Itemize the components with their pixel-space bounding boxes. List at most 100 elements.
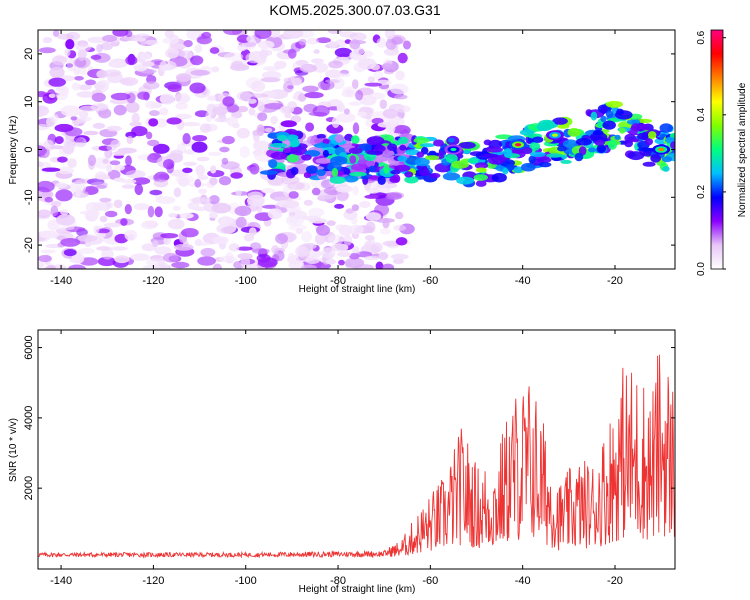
spectrogram-cell <box>352 185 359 196</box>
spectrogram-cell <box>159 93 175 105</box>
spectrogram-cell <box>375 261 384 269</box>
spectrogram-cell <box>357 111 367 117</box>
spectrogram-cell <box>368 175 381 180</box>
spectrogram-cell <box>152 174 161 182</box>
spectrogram-cell <box>277 134 288 142</box>
spectrogram-cell <box>308 218 327 224</box>
spectrogram-cell <box>158 173 170 181</box>
spectrogram-cell <box>288 191 299 199</box>
spectrogram-cell <box>49 66 65 79</box>
spectrogram-cell <box>650 153 661 163</box>
spectrogram-cell <box>125 170 146 179</box>
spectrogram-cell <box>163 252 179 263</box>
x-tick-label: -80 <box>330 275 346 287</box>
spectrogram-cell <box>198 188 208 195</box>
spectrogram-cell <box>60 209 69 216</box>
spectrogram-cell <box>442 172 461 181</box>
spectrogram-cell <box>101 248 114 260</box>
spectrogram-cell <box>51 55 68 66</box>
spectrogram-cell <box>93 225 100 233</box>
spectrogram-cell <box>175 113 192 120</box>
spectrogram-cell <box>274 60 287 69</box>
spectrogram-cell <box>48 93 56 99</box>
spectrogram-cell <box>474 162 489 169</box>
spectrogram-cell <box>253 140 270 151</box>
y-tick-label: 4000 <box>23 406 35 430</box>
spectrogram-cell <box>283 30 304 39</box>
spectrogram-cell <box>230 172 243 179</box>
spectrogram-cell <box>78 110 89 119</box>
spectrogram-cell <box>130 253 150 261</box>
spectrogram-cell <box>358 143 373 151</box>
spectrogram-cell <box>183 40 193 48</box>
spectrogram-cell <box>297 93 307 102</box>
spectrogram-cell <box>248 93 269 98</box>
spectrogram-cell <box>365 221 376 234</box>
spectrogram-cell <box>194 44 203 53</box>
spectrogram-cell <box>173 187 182 198</box>
spectrogram-cell <box>257 257 278 268</box>
spectrogram-cell <box>103 222 122 228</box>
x-tick-label: -120 <box>142 275 164 287</box>
snr-panel: -140 -120 -100 -80 -60 -40 -20 2000 4000 6000 He… <box>8 329 676 595</box>
spectrogram-cell <box>381 63 395 70</box>
x-tick-label: -80 <box>330 575 346 587</box>
y-tick-label: -10 <box>23 189 35 205</box>
spectrogram-cell <box>52 264 67 269</box>
spectrogram-cell <box>279 105 290 115</box>
spectrogram-cell <box>83 130 99 136</box>
spectrogram-cell <box>38 47 56 54</box>
spectrogram-cell <box>659 123 673 133</box>
spectrogram-cell <box>159 107 169 116</box>
spectrogram-cell <box>382 108 398 119</box>
spectrogram-cell <box>40 249 56 254</box>
spectrogram-cell <box>308 207 325 218</box>
spectrogram-cell <box>398 136 409 144</box>
y-tick-label: -20 <box>23 237 35 253</box>
spectrogram-cell <box>456 176 474 185</box>
spectrogram-cell <box>637 132 649 140</box>
spectrogram-cell <box>303 199 313 206</box>
spectrogram-cell <box>236 246 253 251</box>
spectrogram-cell <box>192 135 208 142</box>
spectrogram-cell <box>299 63 317 73</box>
spectrogram-cell <box>359 200 371 209</box>
spectrogram-cell <box>395 237 408 246</box>
spectrogram-cell <box>303 172 311 179</box>
spectrogram-cell <box>85 79 96 86</box>
spectrogram-cell <box>92 122 106 129</box>
spectrogram-cell <box>78 247 95 255</box>
spectrogram-cell <box>171 261 190 269</box>
spectrogram-cell <box>416 151 425 158</box>
spectrogram-cell <box>334 134 344 143</box>
spectrogram-cell <box>154 246 172 255</box>
spectrogram-cell <box>311 187 321 196</box>
spectrogram-cell <box>112 30 129 37</box>
spectrogram-cell <box>64 48 71 57</box>
spectrogram-cell <box>343 108 350 115</box>
spectrogram-cell <box>392 174 401 183</box>
spectrogram-cell <box>413 137 430 144</box>
spectrogram-cell <box>148 118 159 127</box>
spectrogram-cell <box>503 148 513 158</box>
spectrogram-cell <box>100 42 113 51</box>
spectrogram-cell <box>349 32 367 41</box>
spectrogram-cell <box>76 118 88 124</box>
y-tick-label: 10 <box>23 96 35 108</box>
spectrogram-cell <box>322 149 329 158</box>
spectrogram-cell <box>194 178 202 188</box>
spectrogram-cell <box>67 158 77 169</box>
spectrogram-cell <box>605 100 624 108</box>
spectrogram-cell <box>329 176 346 184</box>
spectrogram-cell <box>58 85 69 97</box>
spectrogram-cell <box>316 133 326 140</box>
spectrogram-cell <box>374 145 386 153</box>
spectrogram-cell <box>506 163 515 171</box>
spectrogram-cell <box>532 136 544 143</box>
spectrogram-cell <box>351 204 360 212</box>
spectrogram-cell <box>395 70 405 81</box>
spectrogram-cell <box>38 124 50 131</box>
spectrogram-cell <box>90 103 109 111</box>
spectrogram-cell <box>557 124 570 129</box>
spectrogram-cell <box>589 132 608 143</box>
